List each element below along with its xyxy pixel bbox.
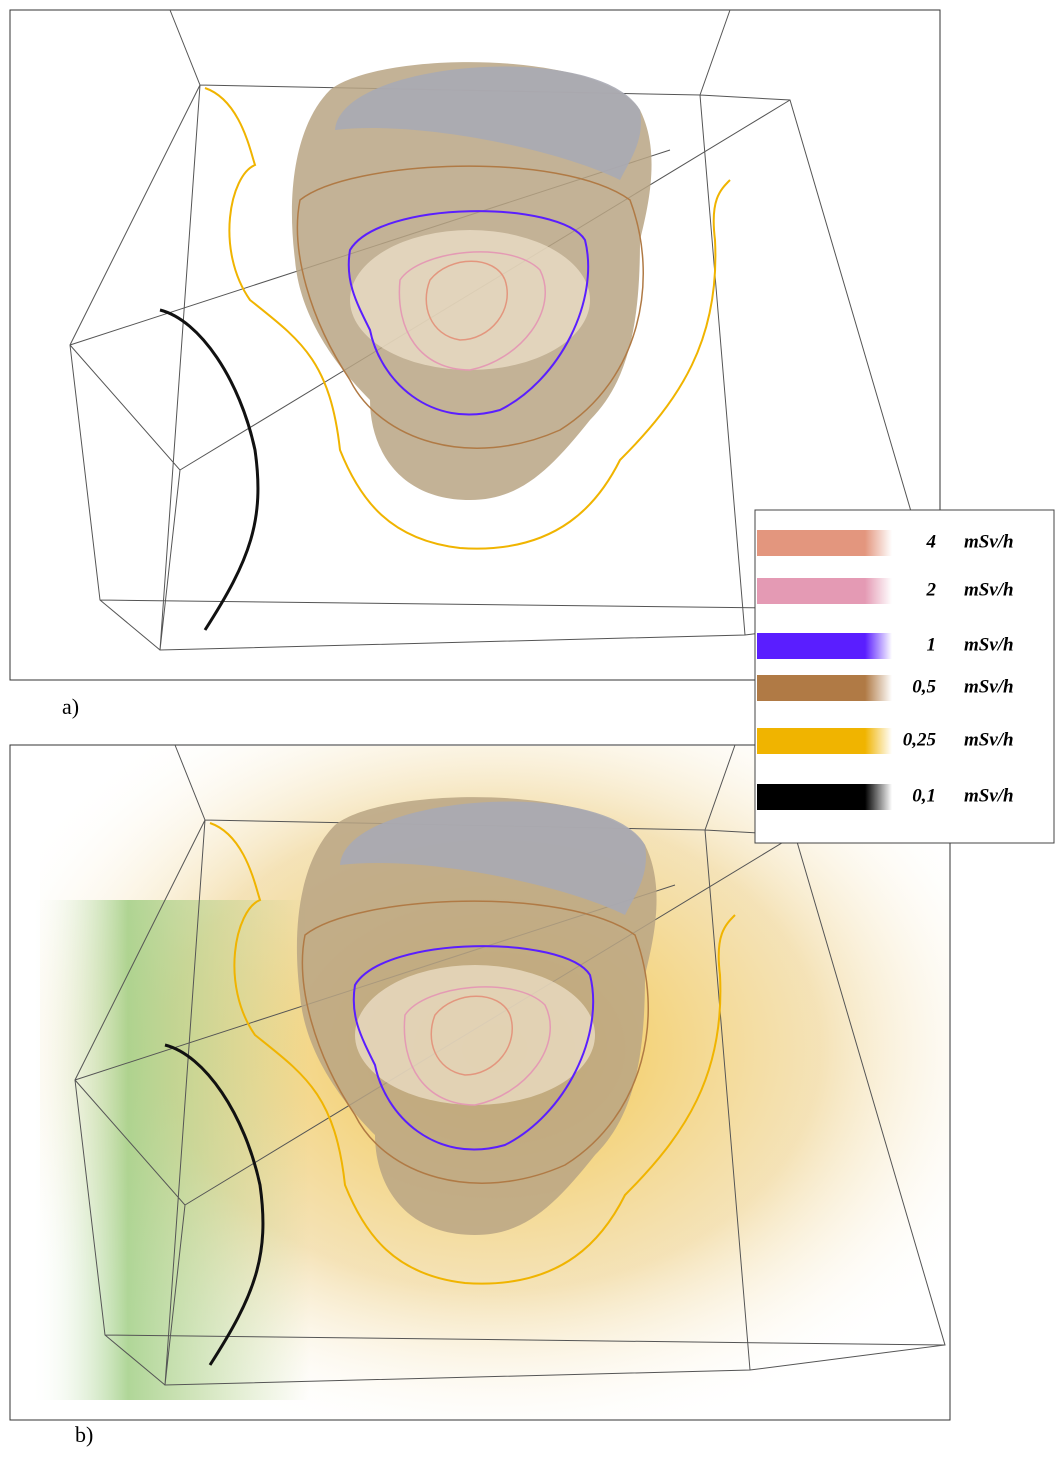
legend-swatch <box>757 530 892 556</box>
legend-value: 0,1 <box>912 785 936 806</box>
legend-swatch <box>757 633 892 659</box>
legend-value: 0,5 <box>912 676 936 697</box>
legend-unit: mSv/h <box>964 785 1014 806</box>
legend-value: 2 <box>926 579 937 600</box>
panel-label: a) <box>62 694 79 719</box>
legend-swatch <box>757 578 892 604</box>
legend-value: 4 <box>926 531 937 552</box>
legend-unit: mSv/h <box>964 634 1014 655</box>
legend-unit: mSv/h <box>964 579 1014 600</box>
legend-value: 1 <box>927 634 937 655</box>
legend-unit: mSv/h <box>964 676 1014 697</box>
legend: 4 mSv/h 2 mSv/h 1 mSv/h 0,5 mSv/h 0,25 mSv/h 0,1 mS… <box>754 509 1055 844</box>
legend-unit: mSv/h <box>964 729 1014 750</box>
legend-swatch <box>757 728 892 754</box>
panel-label: b) <box>75 1422 93 1447</box>
legend-value: 0,25 <box>903 729 937 750</box>
legend-unit: mSv/h <box>964 531 1014 552</box>
low-dose-field <box>30 900 310 1400</box>
legend-swatch <box>757 784 892 810</box>
legend-swatch <box>757 675 892 701</box>
